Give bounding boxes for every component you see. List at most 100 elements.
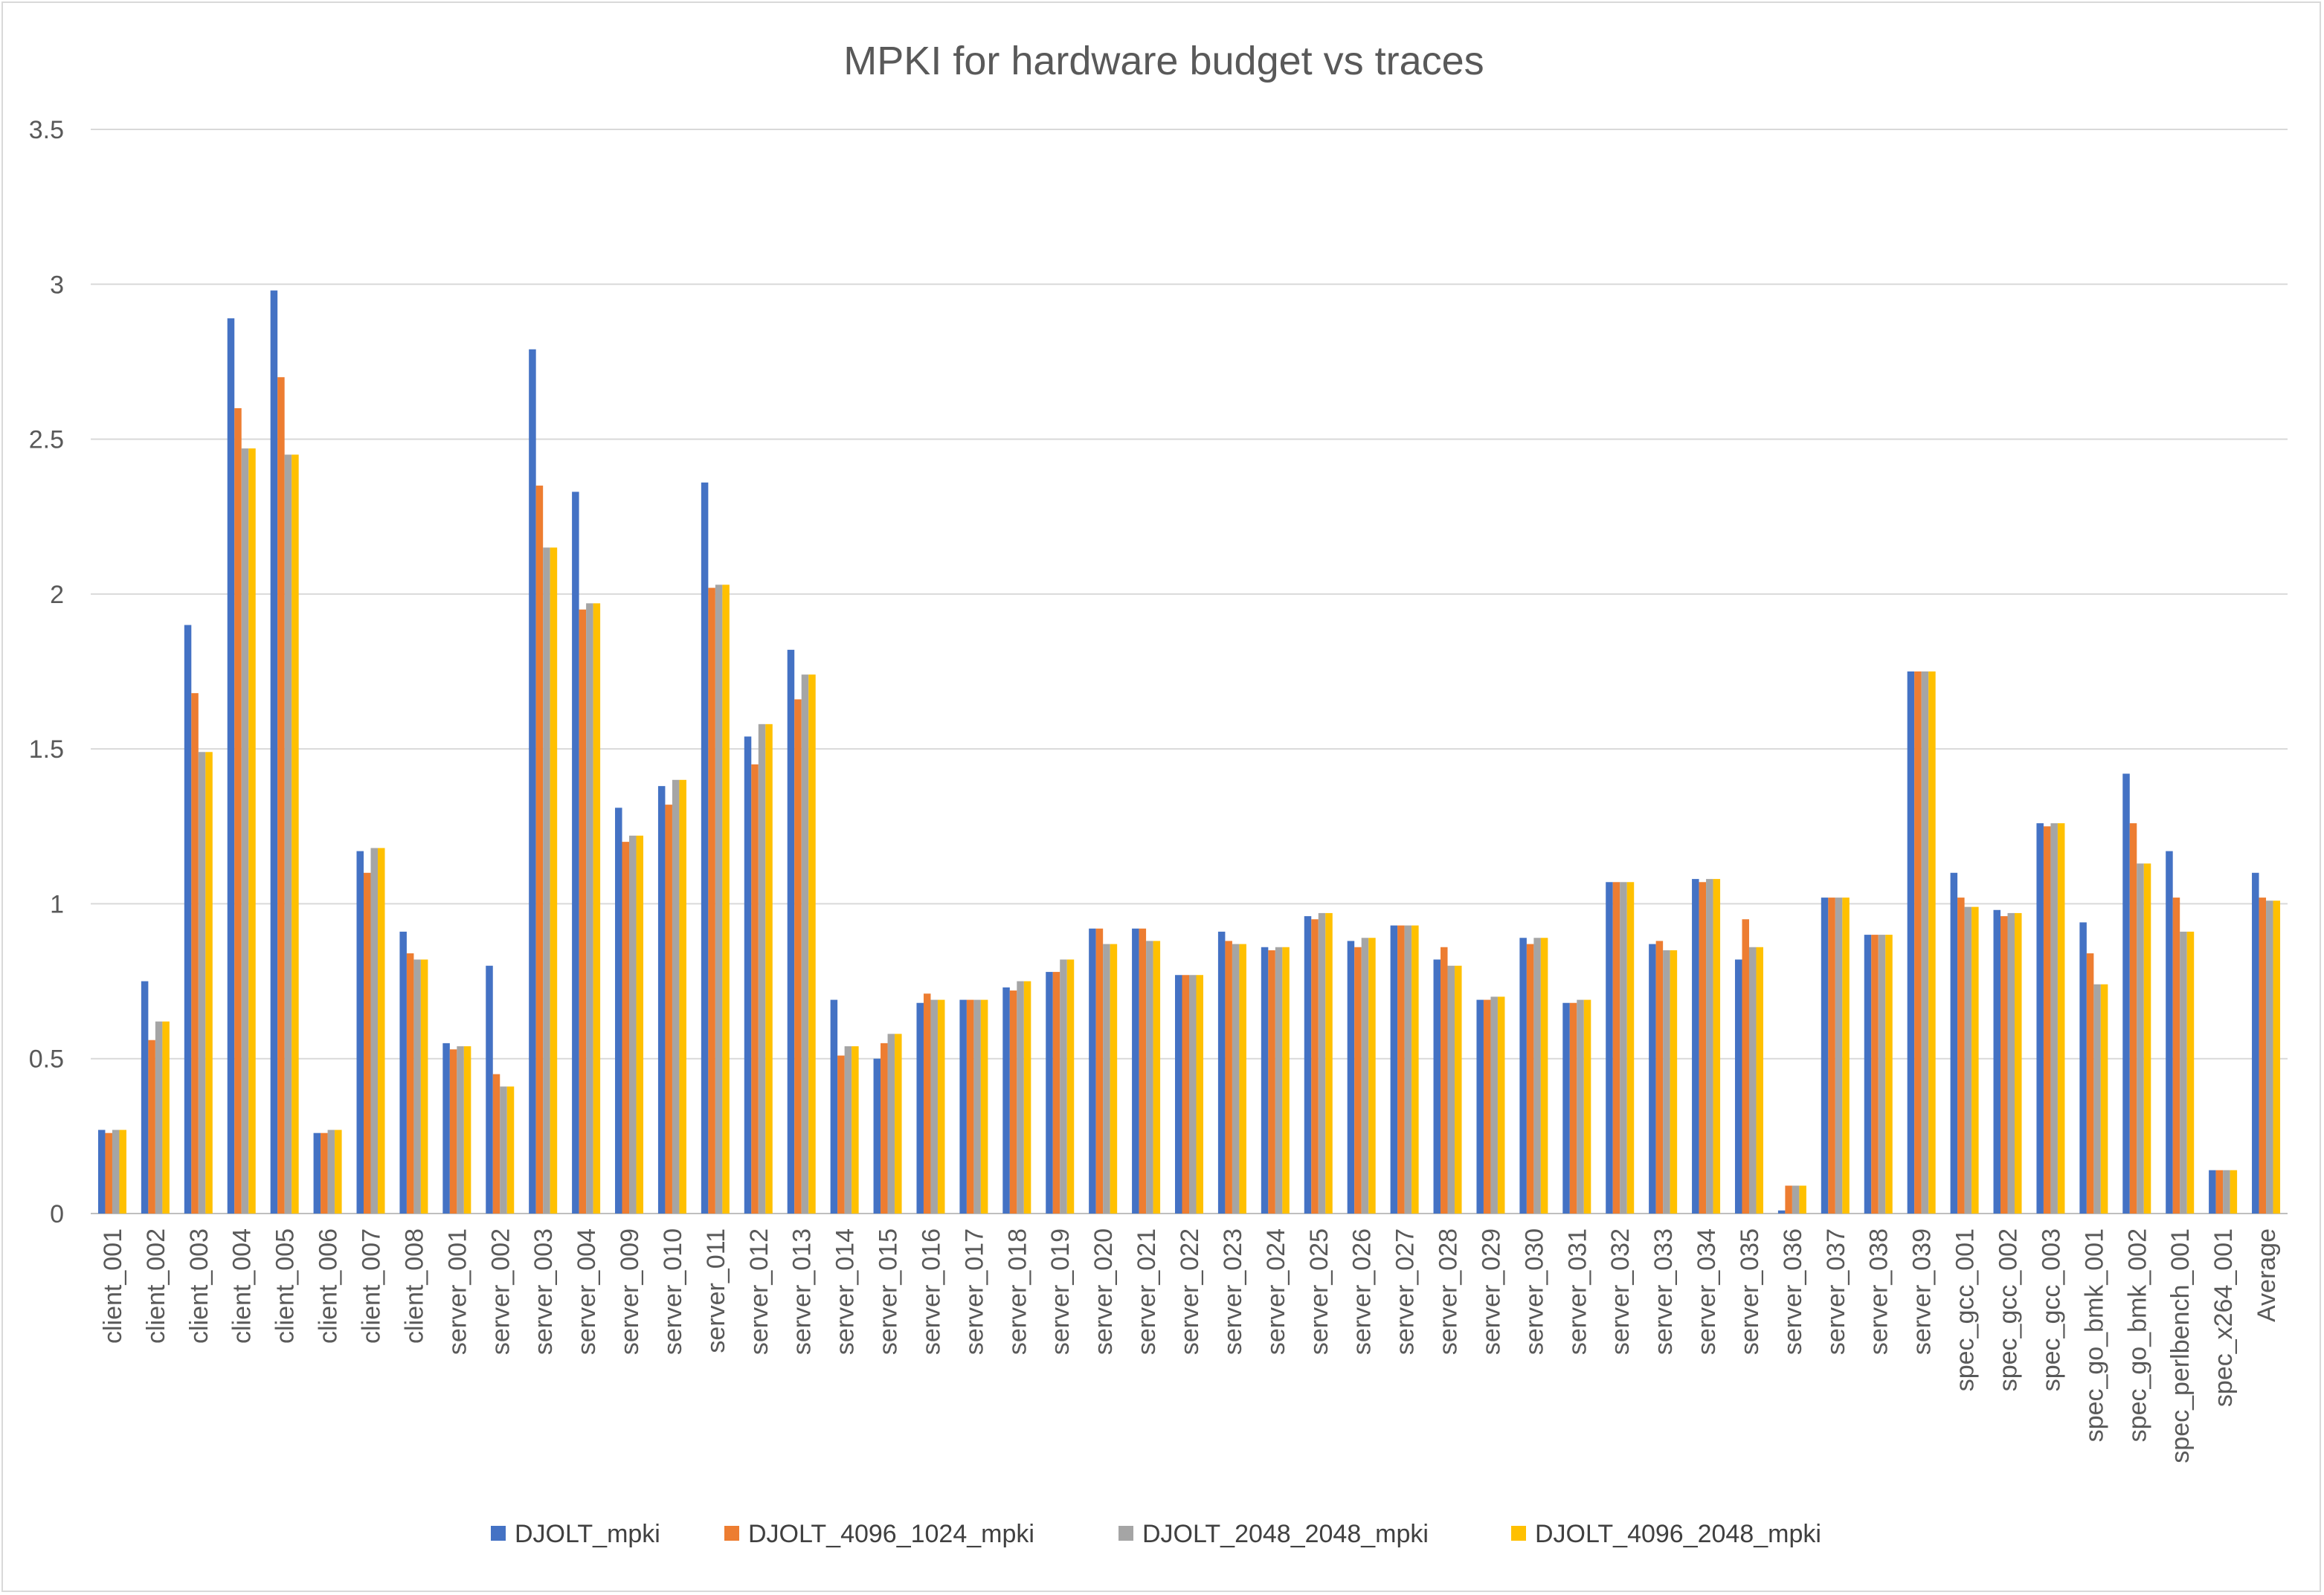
- y-tick-label: 3.5: [29, 116, 64, 144]
- bar: [1110, 944, 1118, 1214]
- bar: [1620, 882, 1627, 1214]
- bar-group: [1734, 919, 1763, 1214]
- x-tick-label: server_018: [1003, 1228, 1031, 1355]
- bar: [572, 492, 579, 1214]
- bar: [744, 736, 752, 1214]
- legend-item[interactable]: DJOLT_2048_2048_mpki: [1118, 1520, 1429, 1548]
- bar-group: [830, 999, 859, 1214]
- legend-item[interactable]: DJOLT_4096_1024_mpki: [724, 1520, 1034, 1548]
- bar: [708, 587, 715, 1214]
- bar: [2273, 900, 2281, 1214]
- bar-group: [959, 999, 988, 1214]
- x-tick-label: server_030: [1520, 1228, 1548, 1355]
- bar: [1864, 935, 1872, 1214]
- bar-group: [1089, 928, 1118, 1214]
- bar: [141, 981, 149, 1214]
- legend-item[interactable]: DJOLT_mpki: [491, 1520, 660, 1548]
- x-axis-ticks: client_001 client_002 client_003 client_004…: [99, 1228, 2281, 1463]
- bar: [457, 1046, 464, 1214]
- bar: [492, 1074, 500, 1214]
- x-tick-label: server_026: [1348, 1228, 1377, 1355]
- bar: [377, 848, 385, 1214]
- x-tick-label: server_038: [1865, 1228, 1893, 1355]
- bar: [1476, 999, 1484, 1214]
- bar: [442, 1043, 450, 1214]
- x-tick-label: spec_gcc_002: [1995, 1228, 2023, 1391]
- bar: [1649, 944, 1656, 1214]
- bar: [1670, 950, 1678, 1214]
- legend-item[interactable]: DJOLT_4096_2048_mpki: [1511, 1520, 1821, 1548]
- x-tick-label: server_028: [1435, 1228, 1463, 1355]
- bar-group: [1907, 671, 1936, 1214]
- bar: [1713, 879, 1721, 1214]
- bar-group: [787, 649, 816, 1214]
- bar: [593, 603, 601, 1214]
- bar: [1282, 947, 1290, 1214]
- bar: [155, 1021, 163, 1214]
- legend[interactable]: DJOLT_mpki DJOLT_4096_1024_mpki DJOLT_2048…: [491, 1520, 1821, 1548]
- legend-label: DJOLT_mpki: [515, 1520, 660, 1548]
- bar-group: [1476, 996, 1505, 1214]
- bar: [980, 999, 988, 1214]
- bar: [2122, 773, 2130, 1214]
- bar: [1971, 906, 1979, 1214]
- bar-group: [1347, 938, 1376, 1214]
- x-tick-label: client_003: [185, 1228, 213, 1344]
- bar: [657, 786, 666, 1214]
- bar: [959, 999, 967, 1214]
- bar: [2007, 912, 2015, 1214]
- x-tick-label: server_011: [702, 1228, 730, 1353]
- bar: [586, 603, 593, 1214]
- bar: [1433, 959, 1441, 1214]
- bar: [837, 1055, 845, 1214]
- bar: [1777, 1210, 1786, 1214]
- bar-group: [916, 993, 945, 1214]
- x-tick-label: spec_perlbench_001: [2166, 1228, 2195, 1463]
- y-tick-label: 0: [50, 1200, 64, 1228]
- bar: [1914, 671, 1922, 1214]
- bar: [1748, 947, 1757, 1214]
- bar-group: [184, 625, 213, 1214]
- bar: [105, 1132, 112, 1214]
- x-tick-label: server_032: [1606, 1228, 1635, 1355]
- bar-group: [1175, 975, 1203, 1214]
- bar: [887, 1034, 895, 1214]
- bar: [636, 835, 644, 1214]
- bar: [1017, 981, 1024, 1214]
- bar: [1447, 965, 1455, 1214]
- bar-group: [1562, 999, 1591, 1214]
- bar-group: [1002, 981, 1031, 1214]
- bar: [363, 872, 371, 1214]
- bar-group: [1217, 931, 1246, 1214]
- bar: [420, 959, 428, 1214]
- bar: [2086, 953, 2094, 1214]
- bar: [2230, 1170, 2238, 1214]
- bar: [191, 693, 199, 1214]
- bar: [765, 724, 773, 1214]
- bar-group: [1261, 947, 1290, 1214]
- bar: [930, 999, 938, 1214]
- bar-group: [1993, 909, 2022, 1214]
- bar-group: [2122, 773, 2151, 1214]
- bar: [1950, 872, 1958, 1214]
- bar: [2043, 826, 2051, 1214]
- bar: [2223, 1170, 2230, 1214]
- x-tick-label: server_004: [573, 1228, 601, 1355]
- legend-label: DJOLT_4096_1024_mpki: [748, 1520, 1034, 1548]
- bar: [2015, 912, 2022, 1214]
- bar: [1964, 906, 1972, 1214]
- bar: [1095, 928, 1104, 1214]
- bar: [722, 584, 730, 1214]
- bar: [227, 318, 235, 1214]
- bar: [1153, 941, 1161, 1214]
- bar: [399, 931, 407, 1214]
- bar: [1692, 879, 1699, 1214]
- bar: [148, 1040, 155, 1214]
- bar: [2252, 872, 2259, 1214]
- bar: [1189, 975, 1197, 1214]
- bar: [1821, 898, 1829, 1214]
- x-tick-label: server_001: [443, 1228, 471, 1355]
- bar-group: [1821, 898, 1850, 1214]
- bar: [1103, 944, 1110, 1214]
- bar-group: [1606, 882, 1635, 1214]
